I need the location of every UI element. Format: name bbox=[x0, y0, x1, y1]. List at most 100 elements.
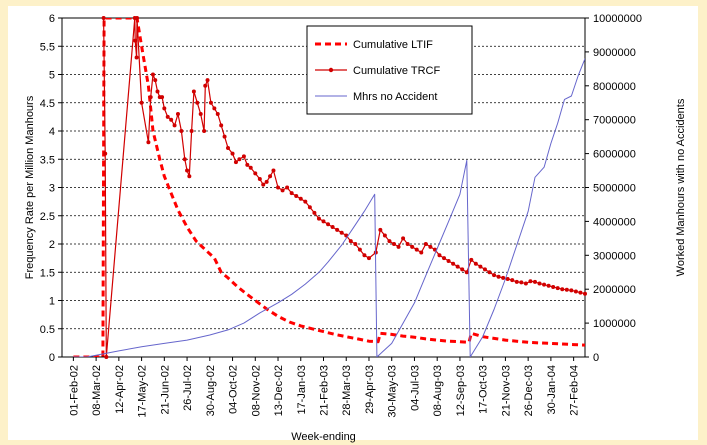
y2-tick-label: 0 bbox=[593, 352, 599, 364]
series-point-cumulative-trcf bbox=[268, 174, 273, 179]
x-tick-label: 04-Oct-02 bbox=[228, 365, 240, 414]
y-axis-title: Frequency Rate per Million Manhours bbox=[24, 95, 36, 279]
legend-marker-cumulative-trcf bbox=[328, 67, 334, 73]
series-point-cumulative-trcf bbox=[189, 129, 194, 133]
series-point-cumulative-trcf bbox=[560, 287, 565, 292]
y2-tick-label: 10000000 bbox=[593, 13, 642, 25]
series-point-cumulative-trcf bbox=[134, 55, 139, 60]
series-point-cumulative-trcf bbox=[551, 284, 556, 289]
x-tick-label: 08-Nov-02 bbox=[250, 365, 262, 416]
series-point-cumulative-trcf bbox=[423, 242, 428, 246]
x-tick-label: 04-Jul-03 bbox=[409, 365, 421, 411]
series-point-cumulative-trcf bbox=[198, 112, 203, 117]
series-point-cumulative-trcf bbox=[396, 244, 401, 249]
series-point-cumulative-trcf bbox=[148, 95, 153, 100]
y2-tick-label: 2000000 bbox=[593, 284, 636, 296]
x-tick-label: 21-Feb-03 bbox=[319, 365, 331, 416]
series-point-cumulative-trcf bbox=[312, 210, 317, 215]
y-tick-label: 2.5 bbox=[40, 211, 55, 223]
series-point-cumulative-trcf bbox=[514, 279, 519, 284]
series-point-cumulative-trcf bbox=[165, 114, 170, 119]
series-point-cumulative-trcf bbox=[298, 196, 303, 201]
legend-label-mhrs-no-accident: Mhrs no Accident bbox=[353, 91, 437, 103]
series-point-cumulative-trcf bbox=[280, 188, 285, 193]
y2-tick-label: 9000000 bbox=[593, 47, 636, 59]
y-tick-label: 4.5 bbox=[40, 98, 55, 110]
series-point-cumulative-trcf bbox=[208, 100, 213, 105]
y2-tick-label: 4000000 bbox=[593, 216, 636, 228]
series-point-cumulative-trcf bbox=[160, 95, 165, 100]
series-point-cumulative-trcf bbox=[492, 273, 497, 278]
series-point-cumulative-trcf bbox=[261, 182, 266, 187]
y2-tick-label: 5000000 bbox=[593, 183, 636, 195]
series-point-cumulative-trcf bbox=[473, 261, 478, 266]
legend-label-cumulative-ltif: Cumulative LTIF bbox=[353, 39, 433, 51]
series-point-cumulative-trcf bbox=[510, 278, 515, 283]
series-point-cumulative-trcf bbox=[482, 267, 487, 272]
y2-axis-title: Worked Manhours with no Accidents bbox=[675, 98, 687, 276]
y-tick-label: 1 bbox=[49, 296, 55, 308]
x-tick-label: 13-Dec-02 bbox=[273, 365, 285, 416]
series-point-cumulative-trcf bbox=[179, 129, 184, 133]
series-point-cumulative-trcf bbox=[271, 168, 276, 173]
series-point-cumulative-trcf bbox=[446, 258, 451, 263]
series-line-mhrs-no-accident bbox=[73, 58, 585, 357]
series-point-cumulative-trcf bbox=[542, 282, 547, 287]
y-tick-label: 5 bbox=[49, 70, 55, 82]
series-point-cumulative-trcf bbox=[150, 72, 155, 77]
series-point-cumulative-trcf bbox=[202, 129, 207, 133]
x-tick-label: 17-May-02 bbox=[137, 365, 149, 418]
series-point-cumulative-trcf bbox=[155, 89, 160, 94]
series-point-cumulative-trcf bbox=[289, 191, 294, 196]
series-point-cumulative-trcf bbox=[460, 267, 465, 272]
series-point-cumulative-trcf bbox=[316, 216, 321, 221]
series-point-cumulative-trcf bbox=[378, 227, 383, 232]
series-point-cumulative-trcf bbox=[362, 253, 367, 258]
y2-tick-label: 1000000 bbox=[593, 318, 636, 330]
series-point-cumulative-trcf bbox=[391, 242, 396, 246]
series-point-cumulative-trcf bbox=[496, 274, 501, 279]
series-point-cumulative-trcf bbox=[175, 112, 180, 117]
series-line-cumulative-ltif bbox=[73, 18, 585, 357]
x-tick-label: 12-Sep-03 bbox=[455, 365, 467, 416]
series-point-cumulative-trcf bbox=[257, 177, 262, 182]
series-point-cumulative-trcf bbox=[546, 283, 551, 288]
x-tick-label: 30-Aug-02 bbox=[205, 365, 217, 416]
series-point-cumulative-trcf bbox=[442, 256, 447, 261]
series-point-cumulative-trcf bbox=[172, 123, 177, 128]
series-point-cumulative-trcf bbox=[569, 288, 574, 293]
y2-tick-label: 3000000 bbox=[593, 250, 636, 262]
series-point-cumulative-trcf bbox=[215, 112, 220, 117]
series-point-cumulative-trcf bbox=[353, 242, 358, 246]
series-point-cumulative-trcf bbox=[464, 270, 469, 275]
series-point-cumulative-trcf bbox=[182, 157, 187, 162]
x-tick-label: 01-Feb-02 bbox=[68, 365, 80, 416]
x-tick-label: 28-Mar-03 bbox=[341, 365, 353, 416]
series-point-cumulative-trcf bbox=[339, 230, 344, 235]
series-point-cumulative-trcf bbox=[264, 179, 269, 184]
series-point-cumulative-trcf bbox=[307, 205, 312, 210]
y-tick-label: 2 bbox=[49, 239, 55, 251]
y-tick-label: 5.5 bbox=[40, 41, 55, 53]
series-point-cumulative-trcf bbox=[501, 275, 506, 280]
series-point-cumulative-trcf bbox=[191, 89, 196, 94]
x-tick-label: 12-Apr-02 bbox=[114, 365, 126, 414]
series-point-cumulative-trcf bbox=[212, 106, 217, 111]
series-point-cumulative-trcf bbox=[419, 250, 424, 255]
series-point-cumulative-trcf bbox=[366, 256, 371, 261]
x-axis-title: Week-ending bbox=[291, 431, 356, 443]
series-point-cumulative-trcf bbox=[169, 117, 174, 122]
series-point-cumulative-trcf bbox=[455, 264, 460, 269]
x-tick-label: 26-Jul-02 bbox=[182, 365, 194, 411]
series-point-cumulative-trcf bbox=[451, 261, 456, 266]
y-tick-label: 3 bbox=[49, 183, 55, 195]
series-point-cumulative-trcf bbox=[146, 140, 151, 145]
series-point-cumulative-trcf bbox=[133, 38, 138, 43]
series-point-cumulative-trcf bbox=[519, 280, 524, 285]
series-point-cumulative-trcf bbox=[469, 257, 474, 262]
y2-tick-label: 7000000 bbox=[593, 115, 636, 127]
series-point-cumulative-trcf bbox=[103, 151, 108, 156]
y-tick-label: 3.5 bbox=[40, 154, 55, 166]
x-tick-label: 26-Dec-03 bbox=[523, 365, 535, 416]
x-tick-label: 29-Apr-03 bbox=[364, 365, 376, 414]
